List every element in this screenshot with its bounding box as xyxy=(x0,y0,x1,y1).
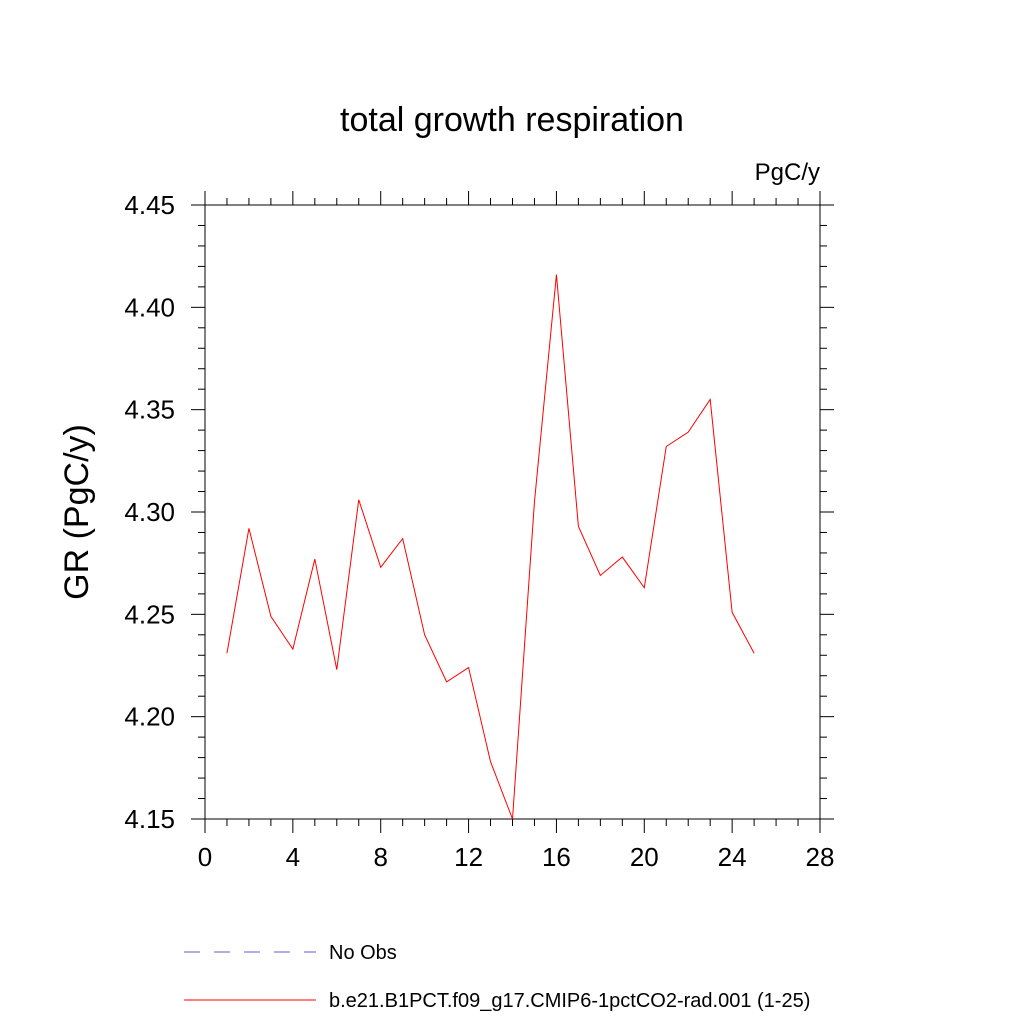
tick-labels: 0 4 8 12 16 20 24 28 4.15 4.20 4.25 4.30 4.35 4.40 4.4… xyxy=(124,190,834,872)
y-tick-label: 4.20 xyxy=(124,702,175,732)
series-layer xyxy=(226,274,755,820)
legend: No Obs b.e21.B1PCT.f09_g17.CMIP6-1pctCO2-… xyxy=(184,942,810,1012)
x-tick-label: 20 xyxy=(630,842,659,872)
minor-ticks xyxy=(198,198,827,826)
y-tick-label: 4.45 xyxy=(124,190,175,220)
y-tick-label: 4.40 xyxy=(124,292,175,322)
y-tick-label: 4.15 xyxy=(124,804,175,834)
x-tick-label: 16 xyxy=(542,842,571,872)
legend-item: No Obs xyxy=(184,942,397,964)
major-ticks xyxy=(191,191,834,833)
legend-item: b.e21.B1PCT.f09_g17.CMIP6-1pctCO2-rad.00… xyxy=(184,990,810,1012)
plot-frame xyxy=(204,204,821,820)
legend-label: b.e21.B1PCT.f09_g17.CMIP6-1pctCO2-rad.00… xyxy=(329,990,810,1012)
x-tick-label: 28 xyxy=(806,842,835,872)
legend-label: No Obs xyxy=(329,942,397,964)
x-tick-label: 24 xyxy=(718,842,747,872)
y-tick-label: 4.30 xyxy=(124,497,175,527)
units-label: PgC/y xyxy=(755,159,820,186)
series-line xyxy=(226,274,755,820)
x-tick-label: 0 xyxy=(198,842,212,872)
x-tick-label: 4 xyxy=(286,842,300,872)
y-tick-label: 4.25 xyxy=(124,599,175,629)
x-tick-label: 12 xyxy=(454,842,483,872)
y-axis-label: GR (PgC/y) xyxy=(58,424,96,600)
y-tick-label: 4.35 xyxy=(124,395,175,425)
chart-title: total growth respiration xyxy=(340,101,684,139)
x-tick-label: 8 xyxy=(373,842,387,872)
